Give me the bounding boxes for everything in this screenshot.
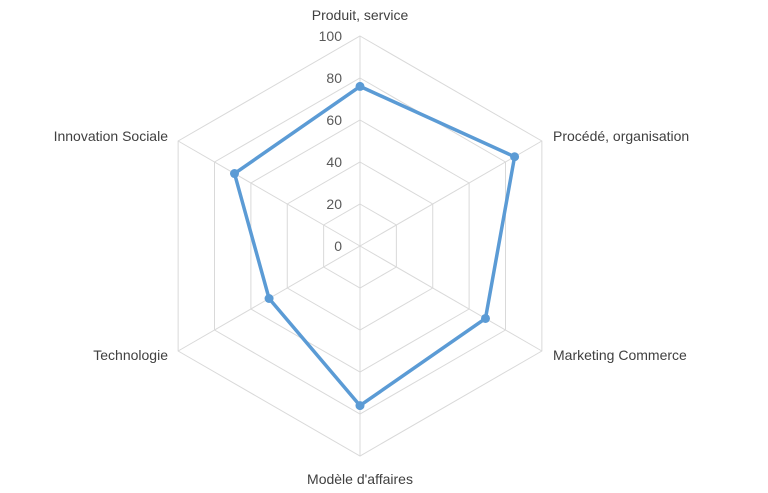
data-point-0: [355, 81, 365, 91]
series-line-0: [232, 84, 517, 408]
data-point-5: [230, 169, 240, 179]
axis-spoke-2: [359, 245, 543, 352]
category-label-4: Technologie: [93, 347, 168, 363]
radial-tick-labels: 0 20 40 60 80 100: [319, 28, 343, 254]
category-label-0: Produit, service: [312, 7, 409, 23]
data-point-2: [480, 313, 490, 323]
category-label-5: Innovation Sociale: [54, 128, 169, 144]
data-point-4: [264, 294, 274, 303]
axis-spoke-5: [177, 140, 361, 247]
category-label-1: Procédé, organisation: [553, 128, 689, 144]
tick-label-60: 60: [326, 112, 342, 128]
data-point-3: [355, 401, 365, 411]
category-label-3: Modèle d'affaires: [307, 471, 413, 487]
tick-label-40: 40: [326, 154, 342, 170]
radar-axes: [177, 36, 543, 456]
series-layer: [230, 81, 520, 411]
category-labels: Produit, service Procédé, organisation Mar…: [54, 7, 690, 487]
tick-label-20: 20: [326, 196, 342, 212]
data-point-1: [510, 152, 520, 162]
tick-label-100: 100: [319, 28, 343, 44]
tick-label-0: 0: [334, 238, 342, 254]
tick-label-80: 80: [326, 70, 342, 86]
category-label-2: Marketing Commerce: [553, 347, 687, 363]
